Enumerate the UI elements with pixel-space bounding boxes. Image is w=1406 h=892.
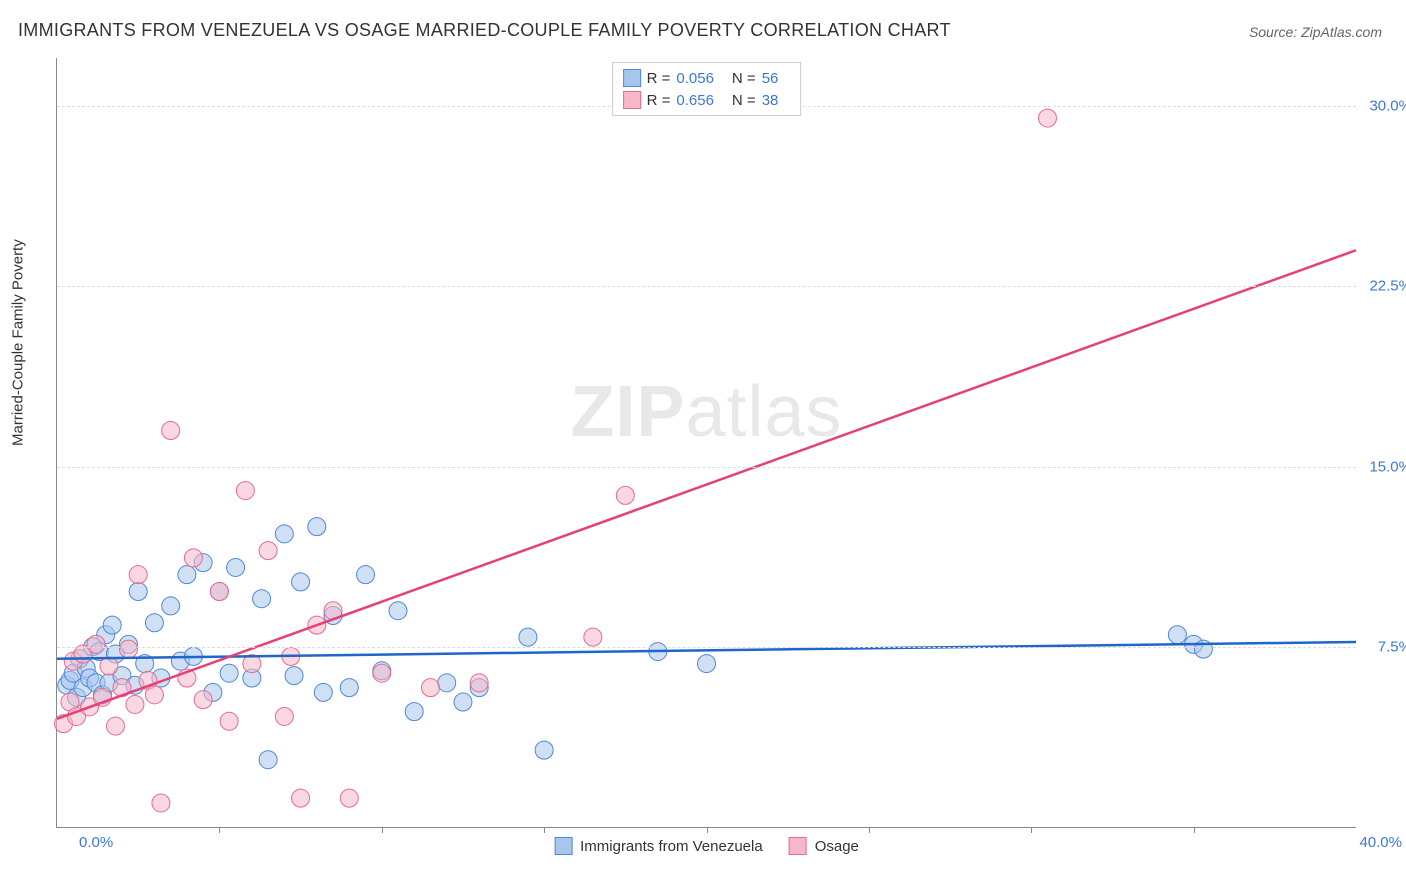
y-axis-title: Married-Couple Family Poverty xyxy=(10,239,27,446)
scatter-point-osage xyxy=(152,794,170,812)
r-label: R = xyxy=(647,70,671,87)
scatter-point-venezuela xyxy=(275,525,293,543)
scatter-point-venezuela xyxy=(535,741,553,759)
scatter-point-venezuela xyxy=(340,679,358,697)
chart-container: IMMIGRANTS FROM VENEZUELA VS OSAGE MARRI… xyxy=(0,0,1406,892)
scatter-point-osage xyxy=(87,635,105,653)
scatter-point-venezuela xyxy=(253,590,271,608)
scatter-point-osage xyxy=(145,686,163,704)
scatter-point-venezuela xyxy=(292,573,310,591)
x-axis-min-label: 0.0% xyxy=(79,834,113,851)
scatter-point-osage xyxy=(100,657,118,675)
scatter-point-venezuela xyxy=(357,566,375,584)
legend-row-osage: R = 0.656 N = 38 xyxy=(623,89,791,111)
n-label: N = xyxy=(732,70,756,87)
x-axis-max-label: 40.0% xyxy=(1359,834,1402,851)
x-tick xyxy=(1031,827,1032,833)
scatter-point-venezuela xyxy=(220,664,238,682)
scatter-point-venezuela xyxy=(438,674,456,692)
scatter-point-osage xyxy=(584,628,602,646)
plot-area: ZIPatlas R = 0.056 N = 56 R = 0.656 N = … xyxy=(56,58,1356,828)
swatch-venezuela-2 xyxy=(554,837,572,855)
gridline xyxy=(57,647,1356,648)
scatter-point-osage xyxy=(470,674,488,692)
scatter-point-venezuela xyxy=(145,614,163,632)
scatter-point-venezuela xyxy=(1168,626,1186,644)
x-tick xyxy=(869,827,870,833)
scatter-point-venezuela xyxy=(162,597,180,615)
scatter-point-osage xyxy=(1038,109,1056,127)
n-label: N = xyxy=(732,92,756,109)
scatter-point-osage xyxy=(194,691,212,709)
source-credit: Source: ZipAtlas.com xyxy=(1249,24,1382,40)
scatter-point-osage xyxy=(421,679,439,697)
gridline xyxy=(57,467,1356,468)
scatter-point-venezuela xyxy=(308,518,326,536)
series-legend: Immigrants from Venezuela Osage xyxy=(554,837,859,855)
scatter-point-osage xyxy=(106,717,124,735)
scatter-point-venezuela xyxy=(227,558,245,576)
r-label: R = xyxy=(647,92,671,109)
legend-item-venezuela: Immigrants from Venezuela xyxy=(554,837,763,855)
scatter-svg xyxy=(57,58,1356,827)
scatter-point-venezuela xyxy=(314,683,332,701)
y-tick-label: 30.0% xyxy=(1362,98,1406,115)
swatch-venezuela xyxy=(623,69,641,87)
scatter-point-osage xyxy=(162,421,180,439)
y-tick-label: 15.0% xyxy=(1362,458,1406,475)
x-tick xyxy=(1194,827,1195,833)
legend-item-osage: Osage xyxy=(789,837,859,855)
scatter-point-venezuela xyxy=(178,566,196,584)
scatter-point-osage xyxy=(340,789,358,807)
scatter-point-venezuela xyxy=(454,693,472,711)
y-tick-label: 7.5% xyxy=(1362,638,1406,655)
scatter-point-osage xyxy=(210,582,228,600)
scatter-point-osage xyxy=(259,542,277,560)
scatter-point-osage xyxy=(616,486,634,504)
scatter-point-venezuela xyxy=(259,751,277,769)
swatch-osage-2 xyxy=(789,837,807,855)
legend-row-venezuela: R = 0.056 N = 56 xyxy=(623,67,791,89)
scatter-point-osage xyxy=(119,640,137,658)
scatter-point-osage xyxy=(184,549,202,567)
scatter-point-osage xyxy=(292,789,310,807)
gridline xyxy=(57,286,1356,287)
scatter-point-venezuela xyxy=(389,602,407,620)
scatter-point-venezuela xyxy=(129,582,147,600)
scatter-point-venezuela xyxy=(103,616,121,634)
scatter-point-venezuela xyxy=(405,703,423,721)
x-tick xyxy=(382,827,383,833)
legend-label-venezuela: Immigrants from Venezuela xyxy=(580,838,763,855)
y-tick-label: 22.5% xyxy=(1362,278,1406,295)
r-value-venezuela: 0.056 xyxy=(676,70,714,87)
chart-title: IMMIGRANTS FROM VENEZUELA VS OSAGE MARRI… xyxy=(18,20,951,41)
scatter-point-venezuela xyxy=(285,667,303,685)
x-tick xyxy=(707,827,708,833)
x-tick xyxy=(219,827,220,833)
scatter-point-osage xyxy=(275,707,293,725)
n-value-osage: 38 xyxy=(762,92,779,109)
scatter-point-venezuela xyxy=(519,628,537,646)
swatch-osage xyxy=(623,91,641,109)
scatter-point-osage xyxy=(236,482,254,500)
correlation-legend: R = 0.056 N = 56 R = 0.656 N = 38 xyxy=(612,62,802,116)
scatter-point-osage xyxy=(373,664,391,682)
n-value-venezuela: 56 xyxy=(762,70,779,87)
legend-label-osage: Osage xyxy=(815,838,859,855)
x-tick xyxy=(544,827,545,833)
scatter-point-osage xyxy=(129,566,147,584)
scatter-point-venezuela xyxy=(698,655,716,673)
scatter-point-osage xyxy=(126,695,144,713)
scatter-point-osage xyxy=(220,712,238,730)
r-value-osage: 0.656 xyxy=(676,92,714,109)
